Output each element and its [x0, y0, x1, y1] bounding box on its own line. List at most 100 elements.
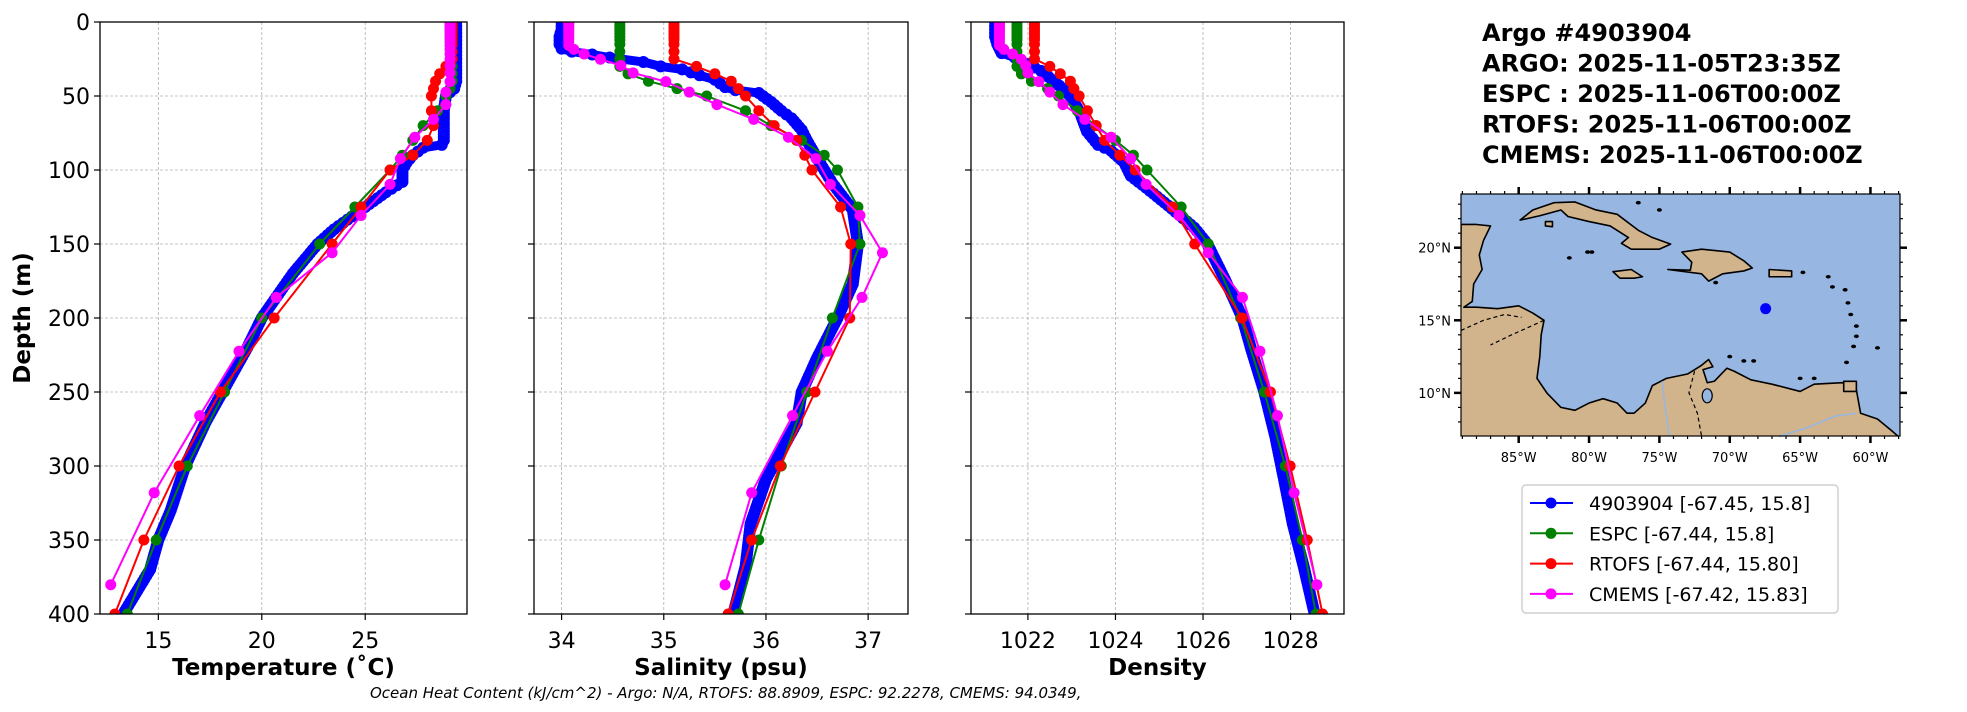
data-point: [1254, 345, 1266, 357]
data-point: [856, 291, 868, 303]
x-axis-label: Temperature (˚C): [172, 654, 395, 681]
data-point: [1141, 164, 1153, 176]
border: [1460, 313, 1522, 332]
land-hispaniola: [1667, 248, 1754, 282]
data-point: [121, 608, 133, 614]
data-point: [326, 238, 338, 250]
land-mainland: [1461, 223, 1900, 436]
map-lon-label: 75°W: [1641, 451, 1677, 466]
data-point: [355, 201, 367, 213]
data-point: [1044, 86, 1056, 98]
location-map: 85°W 80°W 75°W 70°W 65°W 60°W 10°N 15°N 20°N: [1418, 187, 1907, 466]
x-axis-label: Density: [1108, 655, 1207, 681]
island: [1874, 346, 1880, 350]
data-point: [440, 99, 452, 111]
data-point: [427, 113, 439, 125]
x-tick-label: 1028: [1263, 629, 1319, 654]
island: [1825, 274, 1831, 279]
ocean-heat-content-caption: Ocean Heat Content (kJ/cm^2) - Argo: N/A…: [370, 684, 1081, 702]
y-tick-label: 150: [48, 233, 90, 258]
legend-marker: [1545, 497, 1557, 509]
data-point: [384, 178, 396, 190]
data-point: [821, 345, 833, 357]
data-point: [1081, 105, 1093, 117]
legend-marker: [1545, 588, 1557, 600]
series-line: [567, 22, 884, 585]
data-point: [806, 164, 818, 176]
data-point: [1033, 76, 1045, 88]
legend-item: 4903904 [-67.45, 15.8]: [1530, 493, 1810, 515]
island: [1585, 250, 1591, 254]
series-cmems: [105, 22, 456, 591]
border: [1490, 319, 1545, 346]
data-point: [854, 238, 866, 250]
y-tick-label: 350: [48, 529, 90, 554]
data-point: [732, 83, 744, 95]
data-point: [845, 238, 857, 250]
data-point: [774, 460, 786, 472]
legend-marker: [1545, 527, 1557, 539]
data-point: [1140, 178, 1152, 190]
data-point: [753, 105, 765, 117]
data-point: [268, 312, 280, 324]
data-point: [1317, 608, 1329, 614]
data-point: [668, 53, 680, 65]
data-point: [740, 90, 752, 102]
axes-frame: [533, 21, 909, 615]
y-tick-label: 0: [76, 11, 90, 36]
map-lon-label: 80°W: [1571, 451, 1607, 466]
data-point: [1189, 238, 1201, 250]
header-line: ESPC : 2025-11-06T00:00Z: [1482, 80, 1841, 108]
x-tick-label: 34: [548, 629, 576, 654]
x-axis-label: Salinity (psu): [634, 655, 808, 681]
y-tick-label: 50: [62, 85, 90, 110]
y-axis-label: Depth (m): [10, 252, 36, 384]
data-point: [1129, 164, 1141, 176]
y-tick-label: 250: [48, 381, 90, 406]
island: [1713, 280, 1719, 285]
data-point: [1022, 67, 1034, 79]
island: [1829, 285, 1835, 289]
header-title: Argo #4903904 ARGO: 2025-11-05T23:35ZESPC…: [1482, 19, 1863, 169]
data-point: [105, 579, 117, 591]
island: [1800, 270, 1806, 275]
x-tick-label: 15: [144, 629, 172, 654]
data-point: [1173, 209, 1185, 221]
legend: 4903904 [-67.45, 15.8] ESPC [-67.44, 15.8…: [1521, 484, 1839, 614]
data-point: [109, 608, 121, 614]
x-tick-label: 20: [248, 629, 276, 654]
data-point: [1028, 53, 1040, 65]
data-point: [725, 75, 737, 87]
data-point: [690, 60, 702, 72]
x-tick-label: 37: [854, 629, 882, 654]
island: [1751, 359, 1757, 363]
island: [1797, 376, 1803, 381]
data-point: [1236, 312, 1248, 324]
island: [1811, 376, 1817, 381]
island: [1566, 256, 1572, 260]
data-point: [409, 131, 421, 143]
legend-item: ESPC [-67.44, 15.8]: [1530, 523, 1774, 545]
data-point: [1311, 579, 1323, 591]
data-point: [326, 247, 338, 259]
data-point: [1288, 487, 1300, 499]
island: [1853, 324, 1859, 328]
header-line: CMEMS: 2025-11-06T00:00Z: [1482, 141, 1863, 169]
data-point: [732, 608, 744, 614]
data-point: [693, 69, 706, 82]
island: [1844, 360, 1850, 365]
river: [1661, 381, 1671, 437]
data-point: [425, 105, 437, 117]
island: [1848, 312, 1854, 317]
land-puerto-rico: [1768, 268, 1793, 278]
land-trinidad: [1842, 380, 1858, 393]
profile-panel-2: 1022 1024 1026 1028 Density: [965, 21, 1345, 681]
data-point: [1114, 149, 1126, 161]
y-tick-label: 400: [48, 603, 90, 628]
data-point: [654, 60, 667, 73]
data-point: [719, 579, 731, 591]
data-point: [787, 410, 799, 422]
data-point: [1175, 201, 1187, 213]
data-point: [782, 131, 794, 143]
data-point: [709, 68, 721, 80]
